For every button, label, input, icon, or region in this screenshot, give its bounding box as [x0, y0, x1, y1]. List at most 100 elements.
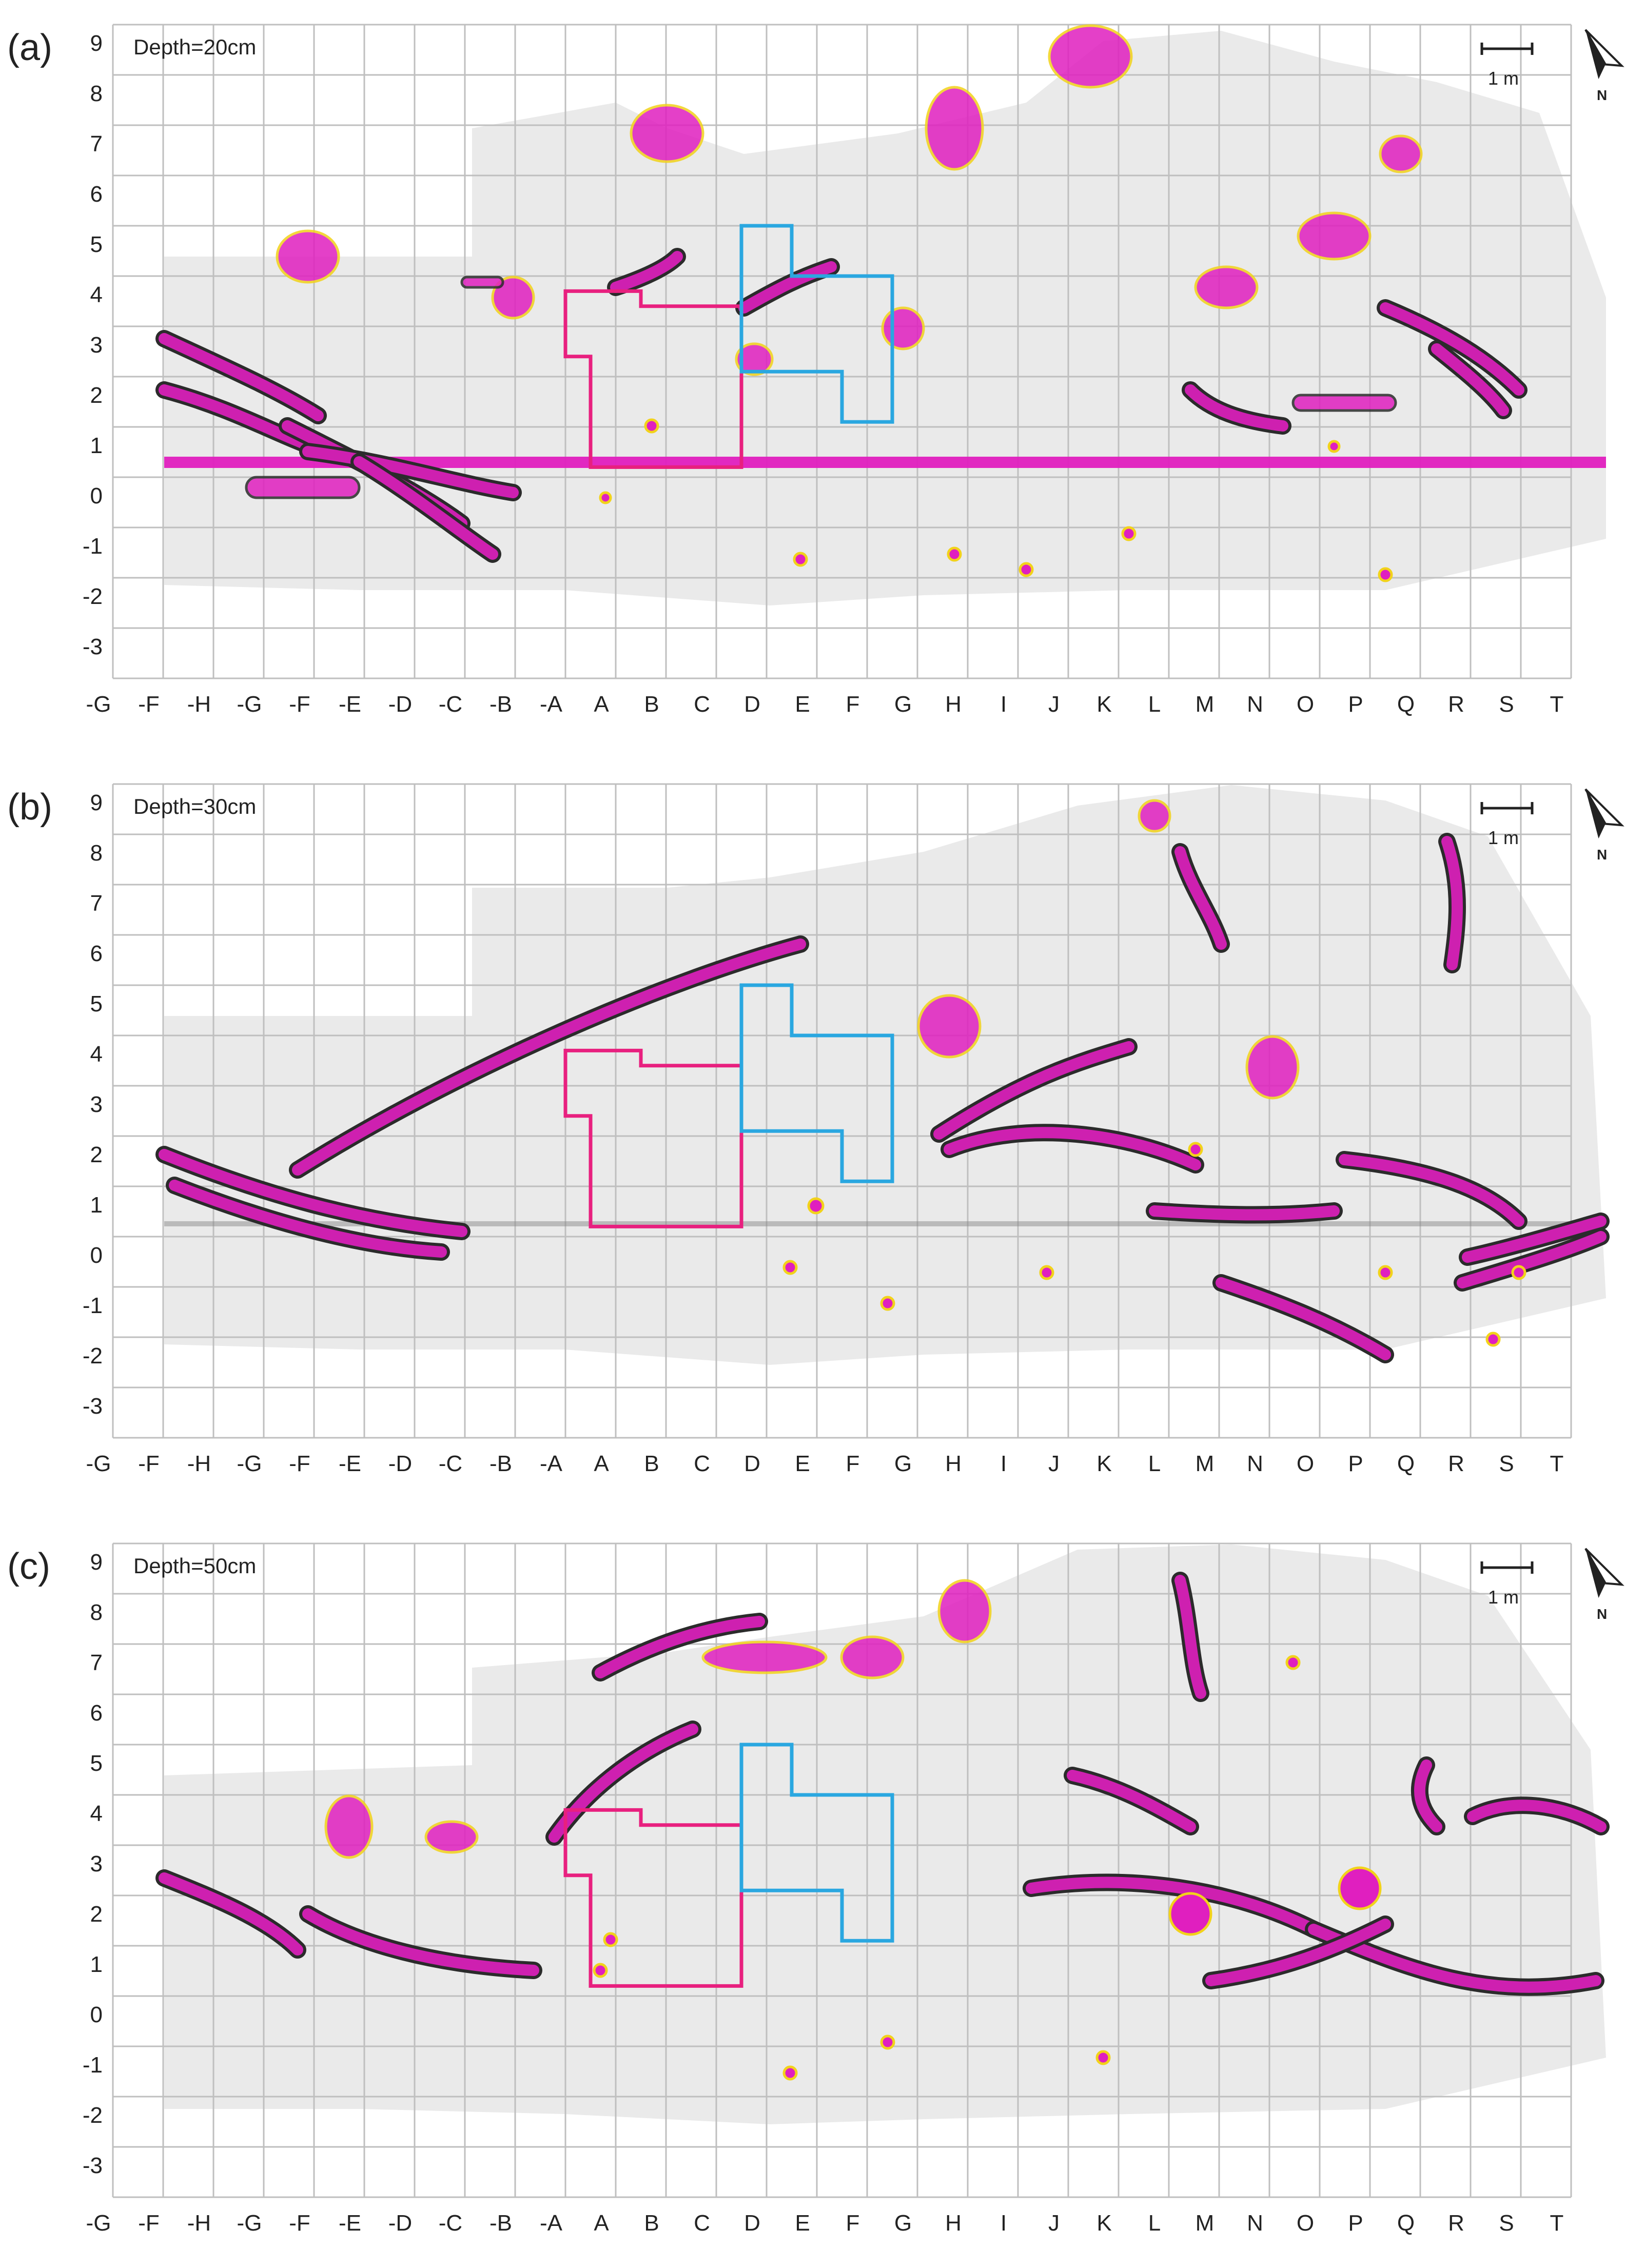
- column-label: -G: [237, 692, 262, 717]
- column-label: -C: [438, 1451, 463, 1476]
- column-label: -G: [86, 692, 111, 717]
- excavation-outline-pink: [563, 289, 743, 469]
- column-label: J: [1048, 1451, 1060, 1476]
- panel-b: (b) Depth=30cm 1 m N 9 8 7 6 5 4 3 2 1 0 -1 -2 -3 -G -F -H -…: [0, 759, 1645, 1509]
- row-label: 7: [90, 131, 103, 157]
- column-label: O: [1296, 692, 1315, 717]
- gpr-depth-slice-map: [112, 1542, 1624, 2198]
- row-label: -2: [82, 1343, 103, 1368]
- anomaly-small-yellow: [1378, 1265, 1393, 1280]
- anomaly-fill: [1467, 1800, 1607, 1832]
- anomaly-fill: [1205, 1919, 1391, 1986]
- column-label: -E: [339, 1451, 361, 1476]
- column-label: C: [694, 692, 710, 717]
- excavation-outline-pink: [563, 1808, 743, 1988]
- anomaly-fill: [595, 1616, 765, 1678]
- column-label: -D: [388, 692, 413, 717]
- row-label: -2: [82, 584, 103, 609]
- column-label: -B: [489, 1451, 512, 1476]
- anomaly-small-yellow: [1285, 1655, 1301, 1670]
- row-label: 0: [90, 2002, 103, 2027]
- column-label: F: [846, 2211, 860, 2236]
- column-label: -C: [438, 2211, 463, 2236]
- anomaly-outline-dark: [1291, 394, 1397, 412]
- row-label: -1: [82, 1293, 103, 1318]
- anomaly-small-yellow: [1327, 440, 1341, 453]
- column-label: S: [1499, 2211, 1514, 2236]
- column-label: D: [744, 692, 760, 717]
- north-arrow-icon: [1584, 29, 1624, 80]
- column-label: -H: [187, 2211, 211, 2236]
- column-label: N: [1247, 1451, 1263, 1476]
- anomaly-small-yellow: [1338, 1866, 1382, 1910]
- anomaly-outline-yellow: [1297, 211, 1372, 261]
- column-label: -C: [438, 692, 463, 717]
- column-label: F: [846, 1451, 860, 1476]
- anomaly-small-yellow: [1095, 2050, 1111, 2065]
- linear-anomaly-band: [164, 1221, 1606, 1226]
- column-label: Q: [1397, 1451, 1415, 1476]
- row-label: 2: [90, 1142, 103, 1167]
- column-label: I: [1000, 1451, 1007, 1476]
- anomaly-outline-yellow: [630, 104, 704, 163]
- anomaly-outline-yellow: [881, 306, 925, 350]
- panel-c: (c) Depth=50cm 1 m N 9 8 7 6 5 4 3 2 1 0 -1 -2 -3 -G -F -H -…: [0, 1519, 1645, 2268]
- column-label: -D: [388, 2211, 413, 2236]
- scale-bar-label: 1 m: [1488, 827, 1519, 848]
- anomaly-small-yellow: [1485, 1332, 1501, 1347]
- anomaly-fill: [610, 251, 683, 293]
- row-label: 3: [90, 333, 103, 358]
- anomaly-outline-yellow: [925, 86, 984, 171]
- row-label: 1: [90, 433, 103, 458]
- column-label: -A: [540, 692, 562, 717]
- column-label: R: [1448, 1451, 1464, 1476]
- row-label: 2: [90, 383, 103, 408]
- anomaly-fill: [169, 1180, 447, 1258]
- linear-anomaly-band: [164, 457, 1606, 468]
- anomaly-fill: [1185, 384, 1288, 432]
- column-label: G: [894, 1451, 912, 1476]
- anomaly-fill: [1026, 1876, 1319, 1935]
- anomaly-small-yellow: [1378, 567, 1393, 582]
- anomaly-fill: [1462, 1216, 1607, 1263]
- column-label: L: [1148, 2211, 1161, 2236]
- column-label: M: [1195, 1451, 1215, 1476]
- anomaly-outline-yellow: [840, 1635, 905, 1679]
- column-label: G: [894, 692, 912, 717]
- column-label: -F: [138, 1451, 160, 1476]
- anomaly-fill: [1174, 846, 1227, 950]
- gpr-depth-slice-map: [112, 783, 1624, 1439]
- column-label: K: [1096, 2211, 1112, 2236]
- anomaly-small-yellow: [1511, 1265, 1526, 1280]
- anomaly-outline-yellow: [491, 276, 535, 320]
- column-label: A: [594, 1451, 609, 1476]
- row-label: -3: [82, 2153, 103, 2178]
- column-label: -F: [289, 692, 310, 717]
- column-label: E: [795, 1451, 810, 1476]
- column-label: F: [846, 692, 860, 717]
- row-label: 6: [90, 941, 103, 966]
- column-label: J: [1048, 2211, 1060, 2236]
- anomaly-small-yellow: [1019, 562, 1034, 577]
- column-label: R: [1448, 692, 1464, 717]
- column-label: B: [644, 1451, 659, 1476]
- panel-letter: (b): [7, 787, 52, 828]
- anomaly-small-yellow: [593, 1963, 608, 1978]
- anomaly-small-yellow: [644, 418, 659, 434]
- column-label: P: [1348, 2211, 1363, 2236]
- row-label: -3: [82, 1394, 103, 1419]
- anomaly-small-yellow: [1168, 1892, 1212, 1936]
- north-arrow-icon: [1584, 788, 1624, 839]
- scale-bar-label: 1 m: [1488, 68, 1519, 89]
- anomaly-fill: [354, 456, 498, 560]
- column-label: C: [694, 1451, 710, 1476]
- depth-label: Depth=30cm: [133, 794, 257, 818]
- anomaly-outline-yellow: [1138, 799, 1171, 833]
- anomaly-small-yellow: [880, 2035, 895, 2050]
- column-label: O: [1296, 2211, 1315, 2236]
- row-label: 9: [90, 1550, 103, 1575]
- anomaly-fill: [159, 333, 324, 421]
- anomaly-small-yellow: [1039, 1265, 1054, 1280]
- row-label: -2: [82, 2103, 103, 2128]
- north-arrow-icon: [1584, 1548, 1624, 1598]
